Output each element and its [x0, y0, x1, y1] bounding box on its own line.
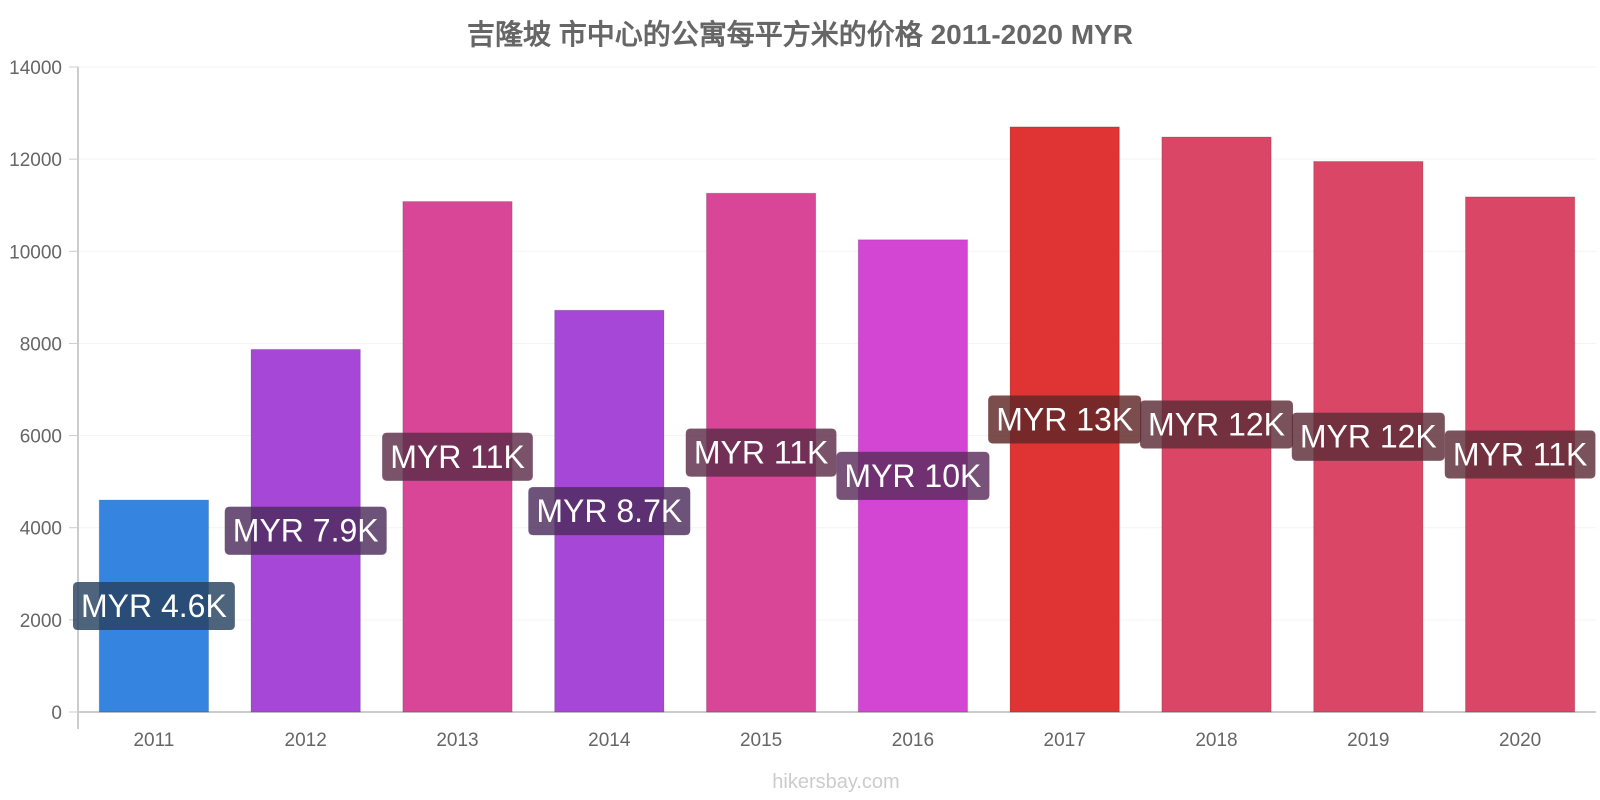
- data-labels: MYR 4.6K MYR 7.9K MYR 11K MYR 8.7K MYR 11K MY…: [72, 395, 1596, 631]
- y-tick-label: 6000: [20, 427, 62, 448]
- y-tick-label: 4000: [20, 519, 62, 540]
- data-label-2019: MYR 12K: [1291, 412, 1445, 461]
- y-tick-label: 14000: [9, 58, 62, 79]
- data-label-text: MYR 11K: [1453, 436, 1588, 472]
- data-label-2016: MYR 10K: [836, 451, 990, 500]
- data-label-tint: [382, 432, 533, 481]
- x-tick-label: 2015: [740, 730, 782, 751]
- x-tick-label: 2016: [892, 730, 934, 751]
- data-label-text: MYR 11K: [694, 435, 829, 471]
- data-label-2015: MYR 11K: [685, 428, 837, 477]
- data-label-2018: MYR 12K: [1140, 400, 1293, 449]
- data-label-tint: [1291, 412, 1445, 461]
- x-tick-label: 2013: [436, 730, 478, 751]
- data-label-text: MYR 10K: [844, 458, 981, 494]
- data-label-text: MYR 12K: [1300, 419, 1437, 455]
- watermark: hikersbay.com: [772, 771, 899, 793]
- x-tick-label: 2014: [588, 730, 631, 751]
- data-label-tint: [528, 487, 691, 536]
- data-label-2014: MYR 8.7K: [528, 487, 691, 536]
- data-label-tint: [72, 582, 235, 631]
- data-label-text: MYR 12K: [1148, 407, 1285, 443]
- data-label-text: MYR 4.6K: [81, 588, 227, 624]
- y-tick-label: 12000: [9, 150, 62, 171]
- data-label-2013: MYR 11K: [382, 432, 533, 481]
- data-label-tint: [1444, 430, 1596, 479]
- data-label-tint: [1140, 400, 1293, 449]
- data-label-tint: [685, 428, 837, 477]
- data-label-2011: MYR 4.6K: [72, 582, 235, 631]
- x-tick-label: 2020: [1499, 730, 1541, 751]
- data-label-text: MYR 8.7K: [536, 493, 682, 529]
- data-label-2017: MYR 13K: [988, 395, 1142, 444]
- y-tick-label: 0: [51, 703, 62, 724]
- data-label-2020: MYR 11K: [1444, 430, 1596, 479]
- y-tick-label: 8000: [20, 334, 62, 355]
- x-tick-label: 2017: [1044, 730, 1086, 751]
- y-tick-label: 10000: [9, 242, 62, 263]
- x-tick-label: 2019: [1347, 730, 1389, 751]
- data-label-text: MYR 11K: [390, 439, 525, 475]
- data-label-text: MYR 13K: [996, 401, 1133, 437]
- x-tick-label: 2011: [133, 730, 174, 751]
- y-tick-label: 2000: [20, 611, 62, 632]
- x-tick-label: 2012: [285, 730, 327, 751]
- data-label-tint: [836, 451, 990, 500]
- data-label-text: MYR 7.9K: [233, 513, 379, 549]
- data-label-2012: MYR 7.9K: [224, 506, 387, 555]
- data-label-tint: [224, 506, 387, 555]
- chart-title: 吉隆坡 市中心的公寓每平方米的价格 2011-2020 MYR: [467, 18, 1133, 50]
- x-tick-label: 2018: [1195, 730, 1237, 751]
- data-label-tint: [988, 395, 1142, 444]
